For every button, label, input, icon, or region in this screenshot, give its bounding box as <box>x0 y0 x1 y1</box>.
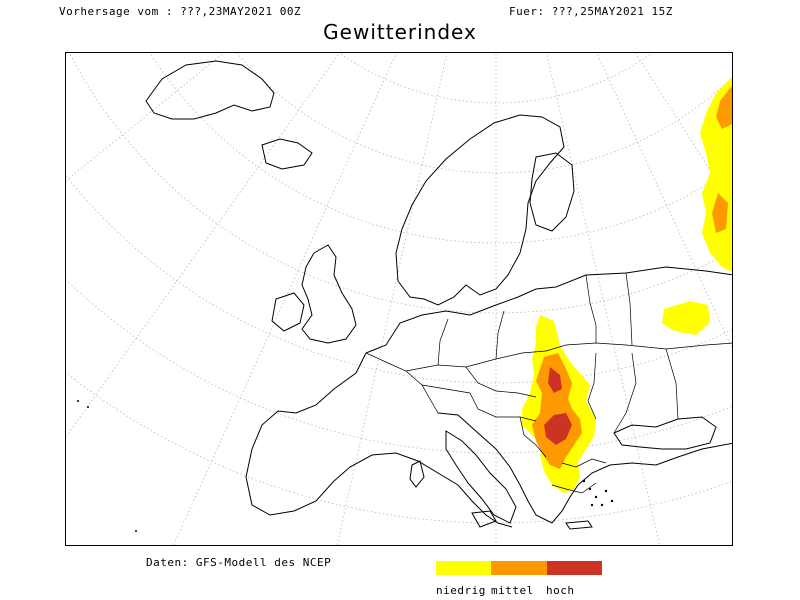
storm-area-mid <box>532 353 582 469</box>
legend-label-mid: mittel <box>491 584 534 597</box>
legend-label-high: hoch <box>546 584 575 597</box>
continent-coast <box>245 266 732 528</box>
valid-time-label: Fuer: ???,25MAY2021 15Z <box>509 5 673 18</box>
weather-map <box>65 52 733 546</box>
aegean-islands <box>77 400 614 532</box>
legend-swatch-low <box>436 561 492 575</box>
sardinia-coast <box>409 460 425 488</box>
black-sea-coast <box>613 416 717 450</box>
legend-label-low: niedrig <box>436 584 486 597</box>
map-title: Gewitterindex <box>323 20 477 44</box>
legend-swatch-high <box>546 561 602 575</box>
coastlines <box>145 60 732 530</box>
forecast-run-label: Vorhersage vom : ???,23MAY2021 00Z <box>59 5 302 18</box>
borders <box>365 272 732 494</box>
data-source-label: Daten: GFS-Modell des NCEP <box>146 556 332 569</box>
italy-coast <box>445 430 517 524</box>
scandinavia-coast <box>395 114 565 306</box>
storm-areas <box>522 77 732 493</box>
legend-swatch-mid <box>491 561 547 575</box>
uk-coast <box>301 244 357 344</box>
crete-coast <box>565 520 593 530</box>
graticule <box>66 53 732 545</box>
finland-coast <box>529 152 575 232</box>
sicily-coast <box>471 510 497 528</box>
storm-area-high <box>544 367 572 445</box>
iceland-coast <box>261 138 313 170</box>
storm-area-russia-mid <box>712 85 732 233</box>
storm-area-ukraine <box>662 301 710 335</box>
legend-bar <box>436 561 602 575</box>
greenland-coast <box>145 60 275 120</box>
ireland-coast <box>271 292 305 332</box>
